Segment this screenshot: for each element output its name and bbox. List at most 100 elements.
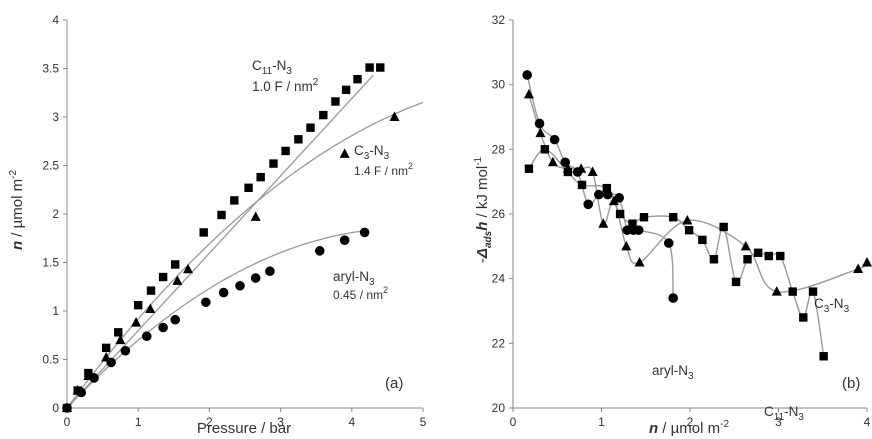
panel-a-data-point (101, 343, 111, 353)
panel-b-data-point (771, 286, 782, 296)
panel-b-data-point (740, 240, 751, 251)
panel-a-data-point (62, 403, 72, 413)
panel-a-data-point (145, 303, 156, 314)
panel-b-data-point (608, 195, 619, 206)
panel-b-data-point (523, 88, 534, 99)
panel-b-data-point (776, 251, 785, 261)
panel-a-data-point (201, 297, 211, 308)
panel-a-data-points (62, 63, 400, 413)
panel-a-data-point (339, 148, 350, 158)
panel-a-data-point (319, 110, 328, 120)
panel-a-x-tick-label: 1 (135, 415, 142, 429)
panel-a-data-point (158, 272, 168, 282)
panel-a-series-line (66, 74, 374, 409)
panel-b-y-tick-label: 24 (492, 272, 506, 286)
panel-a-aryl-density: 0.45 / nm2 (333, 285, 388, 302)
panel-b-data-point (639, 213, 649, 222)
panel-b-c11-label: C11-N3 (764, 404, 804, 423)
panel-b-data-point (819, 352, 828, 361)
panel-b-data-point (576, 163, 587, 173)
panel-b-x-tick-label: 1 (598, 415, 605, 429)
panel-b-data-point (682, 214, 693, 225)
panel-a-tick-labels: 0 0.5 1 1.5 2 2.5 3 3.5 4 0 1 2 3 4 5 (42, 13, 426, 429)
panel-b-data-point (799, 313, 808, 322)
panel-b-data-point (621, 240, 632, 251)
panel-a-data-point (172, 275, 183, 285)
panel-b-data-point (753, 248, 763, 257)
panel-b-data-point (731, 277, 741, 287)
panel-b-c3-label: C3-N3 (814, 296, 850, 315)
panel-a-x-tick-label: 5 (420, 415, 427, 429)
panel-a-data-point (265, 266, 275, 277)
panel-a-data-point (339, 235, 350, 245)
panel-a-data-point (106, 357, 116, 368)
panel-a-series-line (66, 101, 424, 409)
panel-a-y-tick-label: 2 (52, 207, 59, 221)
panel-a-data-point (294, 135, 303, 144)
panel-b-data-point (668, 293, 678, 303)
panel-a-data-point (89, 373, 99, 383)
panel-a-data-point (359, 227, 370, 238)
panel-b-series-lines (526, 74, 869, 357)
panel-a-xlabel: Pressure / bar (197, 420, 291, 437)
panel-b-data-point (788, 287, 797, 296)
panel-b-data-point (698, 235, 707, 245)
panel-a-x-tick-label: 2 (206, 415, 213, 429)
panel-a-x-tick-label: 0 (64, 415, 71, 429)
panel-b-data-point (719, 222, 728, 232)
panel-a-y-tick-label: 2.5 (42, 159, 59, 173)
panel-a-data-point (199, 228, 208, 237)
panel-b-data-point (602, 183, 612, 193)
panel-b-aryl-label: aryl-N3 (652, 363, 694, 382)
panel-b-series-line (528, 94, 869, 293)
panel-b-x-tick-label: 4 (864, 415, 871, 429)
panel-a: 0 0.5 1 1.5 2 2.5 3 3.5 4 0 1 2 3 4 5 n / µmol m-2 Pre… (8, 13, 427, 437)
panel-a-data-point (235, 280, 245, 291)
panel-b-data-point (634, 257, 645, 267)
panel-b-data-point (598, 218, 609, 228)
panel-a-y-tick-label: 1 (52, 304, 59, 318)
panel-b-axes (509, 19, 868, 412)
panel-a-y-tick-label: 0.5 (42, 353, 59, 367)
panel-b-data-point (594, 189, 604, 200)
panel-b-data-point (587, 166, 598, 176)
panel-b-y-tick-label: 30 (492, 78, 506, 92)
panel-a-c3-density: 1.4 F / nm2 (354, 161, 413, 178)
panel-b: 20 22 24 26 28 30 32 0 1 2 3 4 -Δadsh / kJ mol-1 n … (473, 13, 872, 437)
panel-b-data-point (615, 209, 625, 219)
panel-a-data-point (134, 300, 143, 310)
panel-a-data-point (158, 322, 168, 333)
panel-a-data-point (217, 210, 226, 220)
panel-a-c3-label: C3-N3 (354, 143, 390, 162)
panel-a-y-tick-label: 0 (52, 401, 59, 415)
panel-b-data-point (808, 287, 818, 296)
panel-b-series-line (528, 148, 825, 357)
panel-a-data-point (146, 286, 156, 295)
panel-a-aryl-label: aryl-N3 (333, 269, 375, 288)
panel-b-data-point (853, 263, 864, 273)
panel-a-data-point (376, 63, 385, 72)
panel-a-ylabel: n / µmol m-2 (8, 170, 26, 250)
panel-a-data-point (281, 146, 290, 156)
panel-a-y-tick-label: 1.5 (42, 256, 59, 270)
panel-b-data-point (663, 238, 674, 248)
panel-a-y-tick-label: 4 (52, 13, 59, 27)
panel-a-data-point (120, 345, 131, 356)
panel-b-data-points (522, 70, 872, 361)
panel-b-x-tick-label: 3 (775, 415, 782, 429)
panel-a-x-tick-label: 3 (277, 415, 284, 429)
panel-a-data-point (170, 314, 181, 325)
panel-b-data-point (522, 70, 532, 80)
panel-a-data-point (250, 273, 261, 283)
panel-a-data-point (244, 183, 253, 193)
panel-a-panel-label: (a) (385, 375, 403, 392)
panel-a-data-point (389, 111, 400, 121)
panel-b-data-point (614, 193, 624, 203)
panel-b-x-tick-label: 0 (510, 415, 517, 429)
panel-b-data-point (743, 255, 752, 264)
panel-b-data-point (540, 145, 550, 154)
panel-b-data-point (684, 225, 694, 235)
panel-b-y-tick-label: 28 (492, 142, 506, 156)
panel-b-data-point (709, 255, 719, 264)
